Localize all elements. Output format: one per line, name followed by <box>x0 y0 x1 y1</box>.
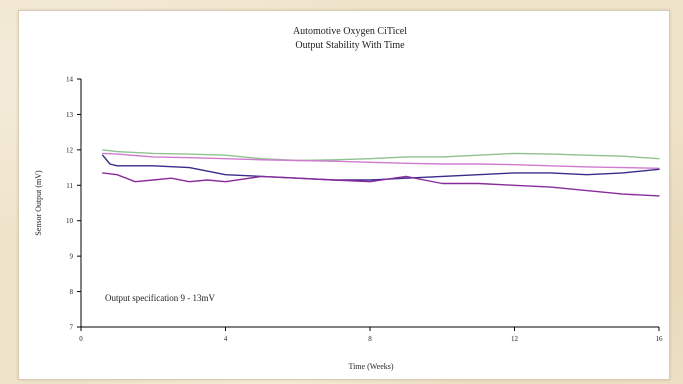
y-tick-label: 8 <box>70 288 74 296</box>
output-spec-annotation: Output specification 9 - 13mV <box>105 293 215 303</box>
chart-title: Automotive Oxygen CiTicel <box>293 26 407 37</box>
x-axis-title: Time (Weeks) <box>348 362 393 371</box>
series-line-3 <box>101 154 660 181</box>
x-tick-label: 12 <box>511 335 519 343</box>
chart-svg: Automotive Oxygen CiTicel Output Stabili… <box>34 26 663 371</box>
x-tick-label: 4 <box>224 335 228 343</box>
x-tick-label: 16 <box>656 335 664 343</box>
chart-subtitle: Output Stability With Time <box>295 40 405 51</box>
series-line-2 <box>101 152 660 170</box>
y-tick-label: 13 <box>66 111 74 119</box>
y-axis-title: Sensor Output (mV) <box>34 170 43 236</box>
axes: 7 8 9 10 11 12 13 14 0 4 8 12 16 <box>66 76 663 344</box>
series-line-4 <box>101 172 660 197</box>
y-tick-label: 10 <box>66 217 74 225</box>
y-tick-label: 14 <box>66 76 74 84</box>
series-line-1 <box>101 149 660 162</box>
y-tick-label: 7 <box>70 324 74 332</box>
chart-panel: Automotive Oxygen CiTicel Output Stabili… <box>18 10 670 380</box>
x-tick-label: 0 <box>79 335 83 343</box>
y-tick-label: 9 <box>70 253 74 261</box>
series-lines <box>101 149 660 197</box>
x-tick-label: 8 <box>368 335 372 343</box>
y-tick-label: 11 <box>66 182 73 190</box>
y-tick-label: 12 <box>66 146 74 154</box>
